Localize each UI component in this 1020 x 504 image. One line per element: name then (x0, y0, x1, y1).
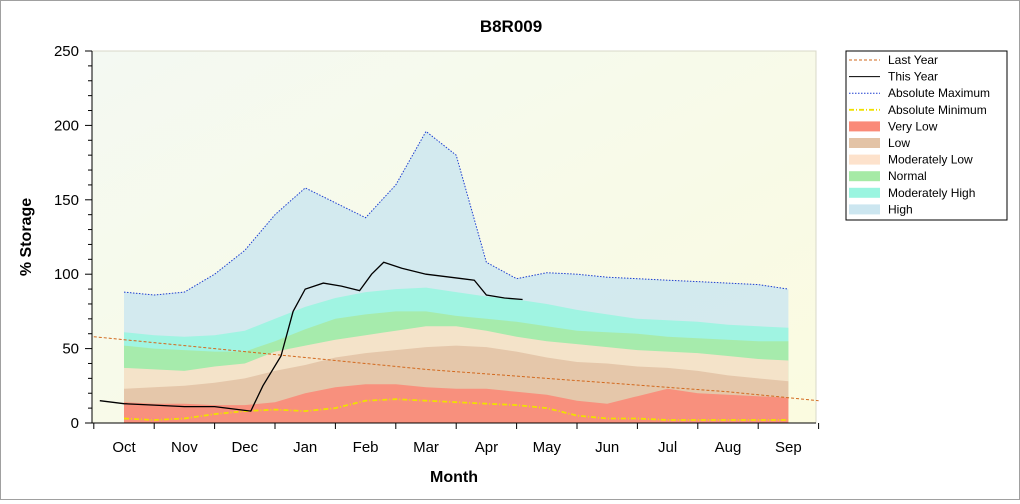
x-tick-label: Jan (293, 439, 317, 456)
legend-label-normal: Normal (888, 169, 927, 183)
x-tick-label: Mar (413, 439, 439, 456)
x-tick-label: Aug (715, 439, 742, 456)
x-axis-label: Month (430, 469, 478, 486)
legend-label-this-year: This Year (888, 70, 938, 84)
legend-label-absolute-minimum: Absolute Minimum (888, 103, 987, 117)
y-tick-label: 0 (71, 415, 79, 432)
legend-label-moderately-low: Moderately Low (888, 153, 973, 167)
y-tick-label: 100 (54, 266, 79, 283)
x-tick-label: Jul (658, 439, 677, 456)
legend-label-very-low: Very Low (888, 119, 938, 133)
legend-swatch-low (849, 138, 880, 148)
legend-swatch-very-low (849, 121, 880, 132)
legend-label-low: Low (888, 136, 910, 150)
x-tick-label: Apr (475, 439, 498, 456)
legend-swatch-moderately-high (849, 187, 880, 198)
y-tick-label: 150 (54, 192, 79, 209)
y-tick-label: 200 (54, 117, 79, 134)
x-tick-label: Sep (775, 439, 802, 456)
legend-label-high: High (888, 202, 913, 216)
series-this-year (99, 261, 523, 412)
x-tick-label: Oct (112, 439, 136, 456)
x-tick-label: Nov (171, 439, 198, 456)
legend: Last Year This Year Absolute Maximum Absolu… (845, 50, 1008, 221)
legend-label-absolute-maximum: Absolute Maximum (888, 86, 990, 100)
y-tick-label: 250 (54, 43, 79, 60)
legend-label-last-year: Last Year (888, 53, 938, 67)
x-tick-label: Jun (595, 439, 619, 456)
chart-title: B8R009 (480, 17, 542, 36)
x-tick-label: May (533, 439, 562, 456)
y-axis-label: % Storage (18, 198, 35, 276)
legend-swatch-normal (849, 171, 880, 182)
lines-layer (93, 130, 819, 421)
series-last-year (93, 336, 819, 402)
legend-label-moderately-high: Moderately High (888, 186, 975, 200)
x-tick-label: Dec (231, 439, 258, 456)
band-very-low (124, 384, 789, 423)
y-tick-label: 50 (62, 341, 79, 358)
series-absolute-minimum (123, 398, 789, 421)
legend-swatch-moderately-low (849, 154, 880, 165)
x-tick-label: Feb (353, 439, 379, 456)
axes-layer: 0 50 100 150 200 250 Oct Nov Dec Jan Feb Mar Apr May J… (54, 43, 820, 456)
series-absolute-maximum (123, 130, 789, 296)
legend-swatch-high (849, 204, 880, 215)
